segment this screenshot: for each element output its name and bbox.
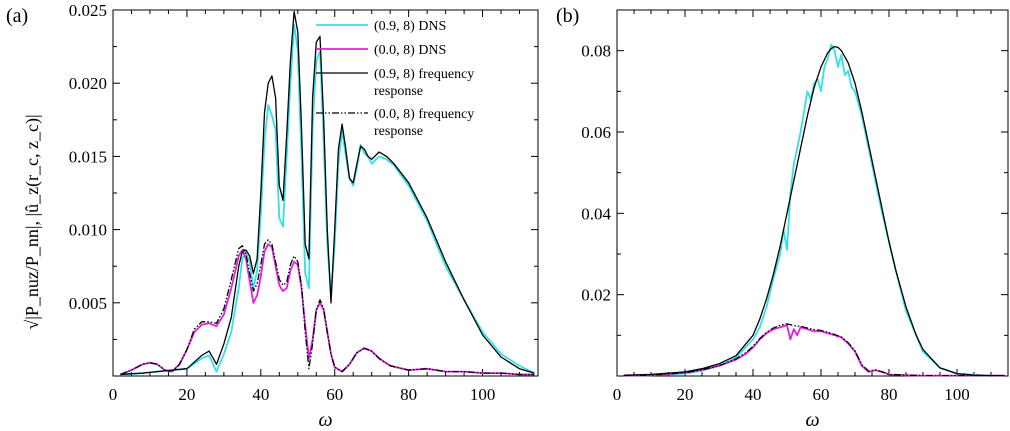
panel-a-x-axis-label: ω bbox=[318, 409, 332, 431]
legend-label-4-line2: response bbox=[374, 124, 423, 139]
panel-a-ticks: 0 20 40 60 80 100 0.005 0.010 0.015 0.020 0.025 bbox=[69, 1, 538, 404]
x-tick-label: 0 bbox=[613, 385, 622, 404]
series-line-4 bbox=[120, 239, 535, 376]
series-line-3 bbox=[623, 45, 1005, 377]
panel-a-series bbox=[120, 10, 535, 376]
series-line-2 bbox=[120, 243, 535, 376]
panel-b-x-axis-label: ω bbox=[805, 409, 819, 431]
y-tick-label: 0.06 bbox=[581, 123, 611, 142]
x-tick-label: 40 bbox=[745, 385, 762, 404]
panel-b-plot-frame bbox=[616, 9, 1009, 377]
y-tick-label: 0.08 bbox=[581, 42, 611, 61]
x-tick-label: 20 bbox=[677, 385, 694, 404]
panel-a: (a) √|P_nuz/P_nn|, |û_z(r_c, z_c)| 0 20 40… bbox=[6, 1, 539, 431]
y-tick-label: 0.025 bbox=[69, 1, 107, 20]
x-tick-label: 80 bbox=[400, 385, 417, 404]
x-tick-label: 40 bbox=[252, 385, 269, 404]
x-tick-label: 100 bbox=[944, 385, 970, 404]
legend-label-1: (0.9, 8) DNS bbox=[374, 19, 446, 34]
x-tick-label: 80 bbox=[881, 385, 898, 404]
panel-b-ticks: 0 20 40 60 80 100 0.02 0.04 0.06 0.08 bbox=[581, 10, 1008, 404]
x-tick-label: 60 bbox=[326, 385, 343, 404]
y-tick-label: 0.005 bbox=[69, 294, 107, 313]
series-line-1 bbox=[623, 43, 1005, 377]
legend-label-2: (0.0, 8) DNS bbox=[374, 43, 446, 58]
legend-label-3-line2: response bbox=[374, 84, 423, 99]
y-tick-label: 0.010 bbox=[69, 221, 107, 240]
x-tick-label: 20 bbox=[178, 385, 195, 404]
y-tick-label: 0.015 bbox=[69, 147, 107, 166]
y-axis-label: √|P_nuz/P_nn|, |û_z(r_c, z_c)| bbox=[22, 114, 43, 329]
panel-b: (b) 0 20 40 60 80 100 0.02 0.04 0.06 0.08 ω bbox=[556, 5, 1009, 431]
panel-b-series bbox=[623, 43, 1005, 377]
y-tick-label: 0.02 bbox=[581, 286, 611, 305]
y-tick-label: 0.04 bbox=[581, 204, 611, 223]
panel-a-legend: (0.9, 8) DNS (0.0, 8) DNS (0.9, 8) frequen… bbox=[316, 19, 474, 139]
panel-a-ylabel: √|P_nuz/P_nn|, |û_z(r_c, z_c)| bbox=[22, 114, 43, 329]
y-tick-label: 0.020 bbox=[69, 74, 107, 93]
panel-a-label: (a) bbox=[6, 5, 28, 27]
x-tick-label: 100 bbox=[470, 385, 496, 404]
panel-b-label: (b) bbox=[556, 5, 579, 27]
legend-label-4: (0.0, 8) frequency bbox=[374, 107, 474, 122]
series-line-1 bbox=[120, 23, 535, 376]
legend-label-3: (0.9, 8) frequency bbox=[374, 67, 474, 82]
x-tick-label: 0 bbox=[109, 385, 118, 404]
series-line-3 bbox=[120, 10, 535, 376]
series-line-4 bbox=[623, 323, 1005, 377]
x-tick-label: 60 bbox=[813, 385, 830, 404]
series-line-2 bbox=[623, 324, 1005, 377]
